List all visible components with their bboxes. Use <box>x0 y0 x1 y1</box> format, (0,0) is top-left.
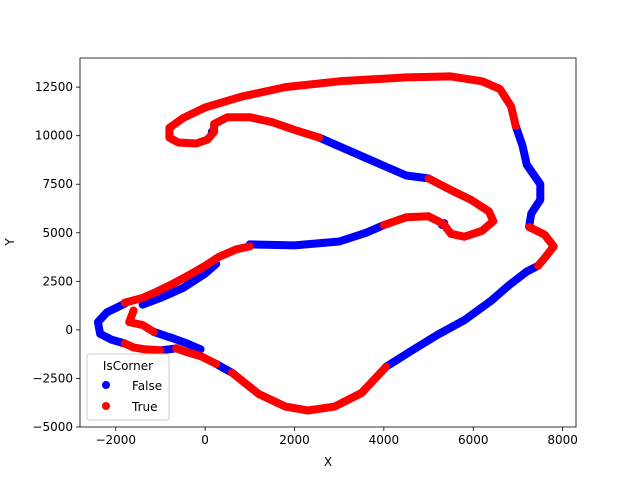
track-segment-false-2 <box>315 133 433 183</box>
legend-title: IsCorner <box>103 359 153 373</box>
track-segment-false-4 <box>93 299 129 348</box>
x-tick-label: −2000 <box>95 433 136 447</box>
track-segment-true-0 <box>120 242 254 307</box>
y-tick-label: 5000 <box>42 226 73 240</box>
track-segment-false-9 <box>511 122 545 231</box>
legend-label-false: False <box>132 379 162 393</box>
x-axis: −2000 0 2000 4000 6000 8000 <box>95 427 578 447</box>
track-segment-true-4 <box>525 223 558 270</box>
y-tick-label: 2500 <box>42 274 73 288</box>
axes-frame <box>79 57 577 428</box>
legend-marker-true <box>102 402 110 410</box>
legend-marker-false <box>102 381 110 389</box>
x-tick-label: 4000 <box>369 433 400 447</box>
y-tick-label: 12500 <box>35 80 73 94</box>
legend-label-true: True <box>131 400 158 414</box>
track-segment-true-5 <box>120 339 165 355</box>
y-tick-label: 7500 <box>42 177 73 191</box>
y-axis: −5000 −2500 0 2500 5000 7500 10000 12500 <box>32 80 80 434</box>
x-tick-label: 2000 <box>279 433 310 447</box>
plot-area <box>93 72 558 415</box>
track-segment-true-2 <box>424 174 498 241</box>
y-tick-label: −5000 <box>32 420 73 434</box>
track-segment-false-0 <box>138 259 221 309</box>
y-axis-label: Y <box>3 238 17 247</box>
track-segment-true-3 <box>165 72 520 148</box>
x-axis-label: X <box>324 455 332 469</box>
track-segment-false-8 <box>382 261 542 371</box>
track-segment-true-8 <box>125 306 158 336</box>
track-segment-false-1 <box>245 221 388 250</box>
x-tick-label: 8000 <box>547 433 578 447</box>
y-tick-label: −2500 <box>32 371 73 385</box>
legend: IsCorner False True <box>86 353 170 421</box>
track-segment-false-6 <box>149 327 205 354</box>
track-segment-true-6 <box>172 344 221 368</box>
y-tick-label: 0 <box>65 323 73 337</box>
x-tick-label: 6000 <box>458 433 489 447</box>
y-tick-label: 10000 <box>35 129 73 143</box>
x-tick-label: 0 <box>201 433 209 447</box>
track-segment-true-1 <box>379 212 446 229</box>
track-segment-true-7 <box>227 362 391 415</box>
